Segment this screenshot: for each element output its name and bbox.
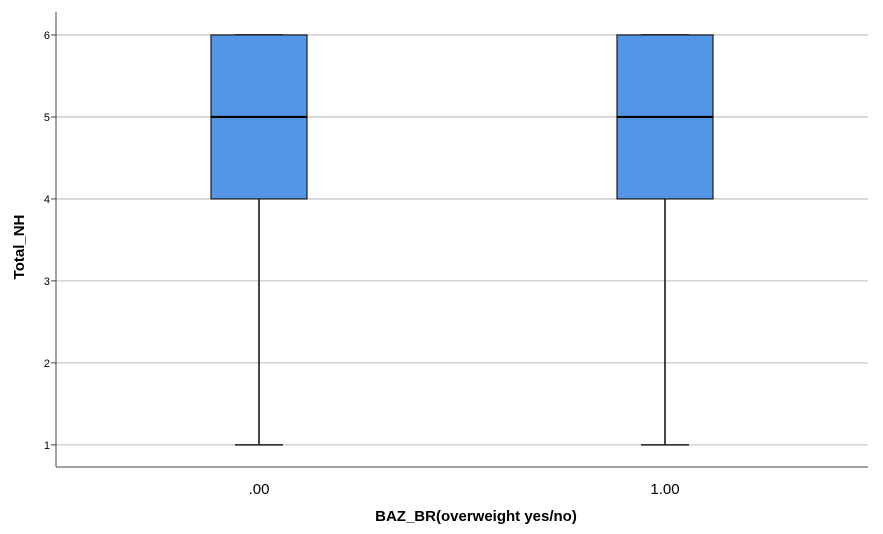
x-tick-label: 1.00 bbox=[650, 481, 679, 498]
x-tick-label: .00 bbox=[249, 481, 270, 498]
box-group-1 bbox=[616, 34, 714, 446]
y-tick-label: 1 bbox=[44, 440, 50, 452]
y-axis-title: Total_NH bbox=[11, 215, 28, 280]
x-axis-title: BAZ_BR(overweight yes/no) bbox=[375, 508, 577, 525]
y-tick-label: 5 bbox=[44, 112, 50, 124]
y-tick-label: 6 bbox=[44, 30, 50, 42]
y-tick-label: 3 bbox=[44, 276, 50, 288]
axis-layer bbox=[55, 12, 868, 468]
y-tick-labels: 1 2 3 4 5 6 bbox=[44, 30, 56, 452]
y-tick-label: 2 bbox=[44, 358, 50, 370]
y-tick-label: 4 bbox=[44, 194, 50, 206]
x-tick-labels: .00 1.00 bbox=[249, 481, 680, 498]
box-layer bbox=[210, 34, 714, 446]
grid-layer bbox=[56, 34, 868, 446]
box-group-0 bbox=[210, 34, 308, 446]
